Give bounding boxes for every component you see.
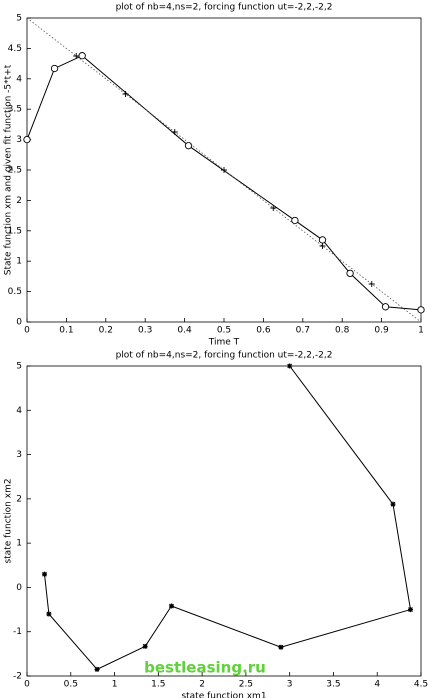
point-marker xyxy=(142,643,148,649)
y-tick-label: -1 xyxy=(13,627,22,637)
point-marker xyxy=(319,243,326,249)
point-marker xyxy=(42,571,48,577)
x-axis-label: state function xm1 xyxy=(181,692,266,698)
point-marker xyxy=(168,603,174,609)
point-marker xyxy=(417,306,425,314)
y-tick-label: 3 xyxy=(16,450,22,460)
y-tick-label: 5 xyxy=(16,362,22,372)
point-marker xyxy=(390,501,396,507)
series-line xyxy=(44,365,412,670)
point-marker xyxy=(381,303,390,311)
x-tick-label: 2 xyxy=(199,680,205,690)
x-tick-label: 2.5 xyxy=(239,680,253,690)
y-tick-label: 0 xyxy=(16,583,22,593)
x-tick-label: 0.2 xyxy=(99,326,113,336)
point-marker xyxy=(346,269,354,278)
x-tick-label: 0.7 xyxy=(296,326,310,336)
watermark: bestleasing.ru xyxy=(144,659,266,677)
point-marker xyxy=(407,607,413,613)
x-tick-label: 0.5 xyxy=(64,680,78,690)
point-marker xyxy=(50,64,59,73)
point-marker xyxy=(278,644,284,650)
x-tick-label: 0 xyxy=(24,680,30,690)
y-tick-label: 4 xyxy=(16,74,22,84)
x-tick-label: 1 xyxy=(112,680,118,690)
y-tick-label: 1 xyxy=(16,539,22,549)
plot-frame xyxy=(26,365,422,677)
point-marker xyxy=(270,205,277,211)
point-marker xyxy=(318,236,327,244)
point-marker xyxy=(122,91,129,97)
y-tick-label: 4 xyxy=(16,406,22,416)
point-marker xyxy=(46,611,52,617)
x-tick-label: 0 xyxy=(24,326,30,336)
point-marker xyxy=(23,135,31,144)
point-marker xyxy=(291,216,299,225)
x-tick-label: 0.1 xyxy=(59,326,73,336)
x-axis-label: Time T xyxy=(208,338,240,348)
y-tick-label: -2 xyxy=(13,672,22,682)
point-marker xyxy=(171,129,178,135)
point-marker xyxy=(94,666,100,672)
y-tick-label: 3.5 xyxy=(8,105,22,115)
x-tick-label: 3.5 xyxy=(326,680,340,690)
chart-title: plot of nb=4,ns=2, forcing function ut=-… xyxy=(116,3,333,13)
x-tick-label: 4 xyxy=(374,680,380,690)
y-tick-label: 0.5 xyxy=(8,287,22,297)
chart-title: plot of nb=4,ns=2, forcing function ut=-… xyxy=(116,351,333,361)
y-tick-label: 2 xyxy=(16,494,22,504)
point-marker xyxy=(287,363,293,369)
y-tick-label: 4.5 xyxy=(8,44,22,54)
point-marker xyxy=(221,167,227,173)
x-tick-label: 3 xyxy=(287,680,293,690)
x-tick-label: 0.3 xyxy=(138,326,152,336)
y-tick-label: 1.5 xyxy=(8,226,22,236)
x-tick-label: 0.8 xyxy=(335,326,350,336)
series-line xyxy=(26,55,422,311)
y-tick-label: 2.5 xyxy=(8,166,22,176)
x-tick-label: 0.6 xyxy=(256,326,271,336)
x-tick-label: 4.5 xyxy=(414,680,428,690)
y-tick-label: 5 xyxy=(16,14,22,24)
point-marker xyxy=(78,52,86,60)
y-tick-label: 2 xyxy=(16,196,22,206)
x-tick-label: 1.5 xyxy=(151,680,165,690)
y-tick-label: 1 xyxy=(16,257,22,267)
x-tick-label: 0.4 xyxy=(177,326,192,336)
x-tick-label: 1 xyxy=(418,326,424,336)
y-tick-label: 0 xyxy=(16,318,22,328)
y-axis-label: state function xm2 xyxy=(4,478,14,563)
y-tick-label: 3 xyxy=(16,135,22,145)
point-marker xyxy=(184,142,193,150)
x-tick-label: 0.5 xyxy=(217,326,231,336)
point-marker xyxy=(368,281,375,287)
point-marker xyxy=(73,53,80,59)
y-axis-label: State function xm and given fit function… xyxy=(4,64,14,275)
x-tick-label: 0.9 xyxy=(374,326,389,336)
